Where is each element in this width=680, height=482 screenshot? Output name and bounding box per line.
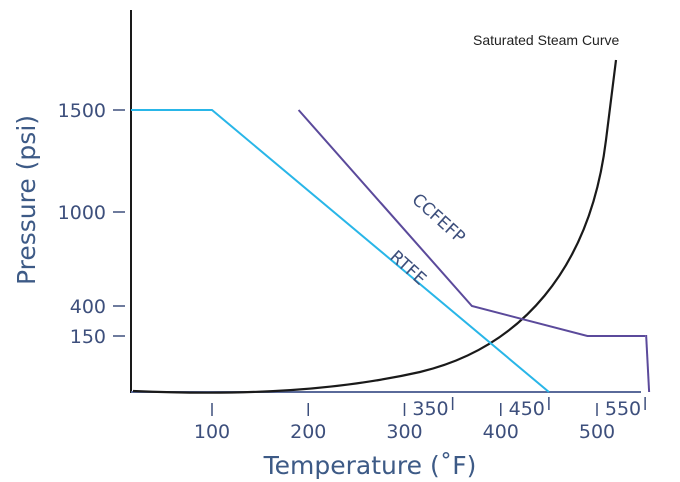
x-tick-label: 200 <box>290 421 326 443</box>
x-tick-label: 450 <box>509 398 545 420</box>
saturated-steam-curve <box>132 59 618 394</box>
y-tick-label: 150 <box>70 326 106 348</box>
x-tick-label: 100 <box>194 421 230 443</box>
x-tick-label: 500 <box>579 421 615 443</box>
series-line-ccfefp-end <box>645 334 651 393</box>
x-tick-label: 350 <box>412 398 448 420</box>
x-axis-title: Temperature (˚F) <box>263 451 477 480</box>
steam-curve-label: Saturated Steam Curve <box>473 32 620 48</box>
series-label-ccfefp: CCFEFP <box>408 190 469 248</box>
y-tick-label: 1000 <box>58 202 106 224</box>
series-line-ccfefp <box>297 109 646 337</box>
y-tick-label: 1500 <box>58 100 106 122</box>
x-tick-label: 550 <box>605 398 641 420</box>
y-tick-label: 400 <box>70 296 106 318</box>
series-line-rtfe <box>131 109 550 393</box>
series-label-rtfe: RTFE <box>386 247 430 290</box>
x-tick-label: 400 <box>483 421 519 443</box>
y-axis-title: Pressure (psi) <box>12 115 41 285</box>
x-tick-label: 300 <box>386 421 422 443</box>
